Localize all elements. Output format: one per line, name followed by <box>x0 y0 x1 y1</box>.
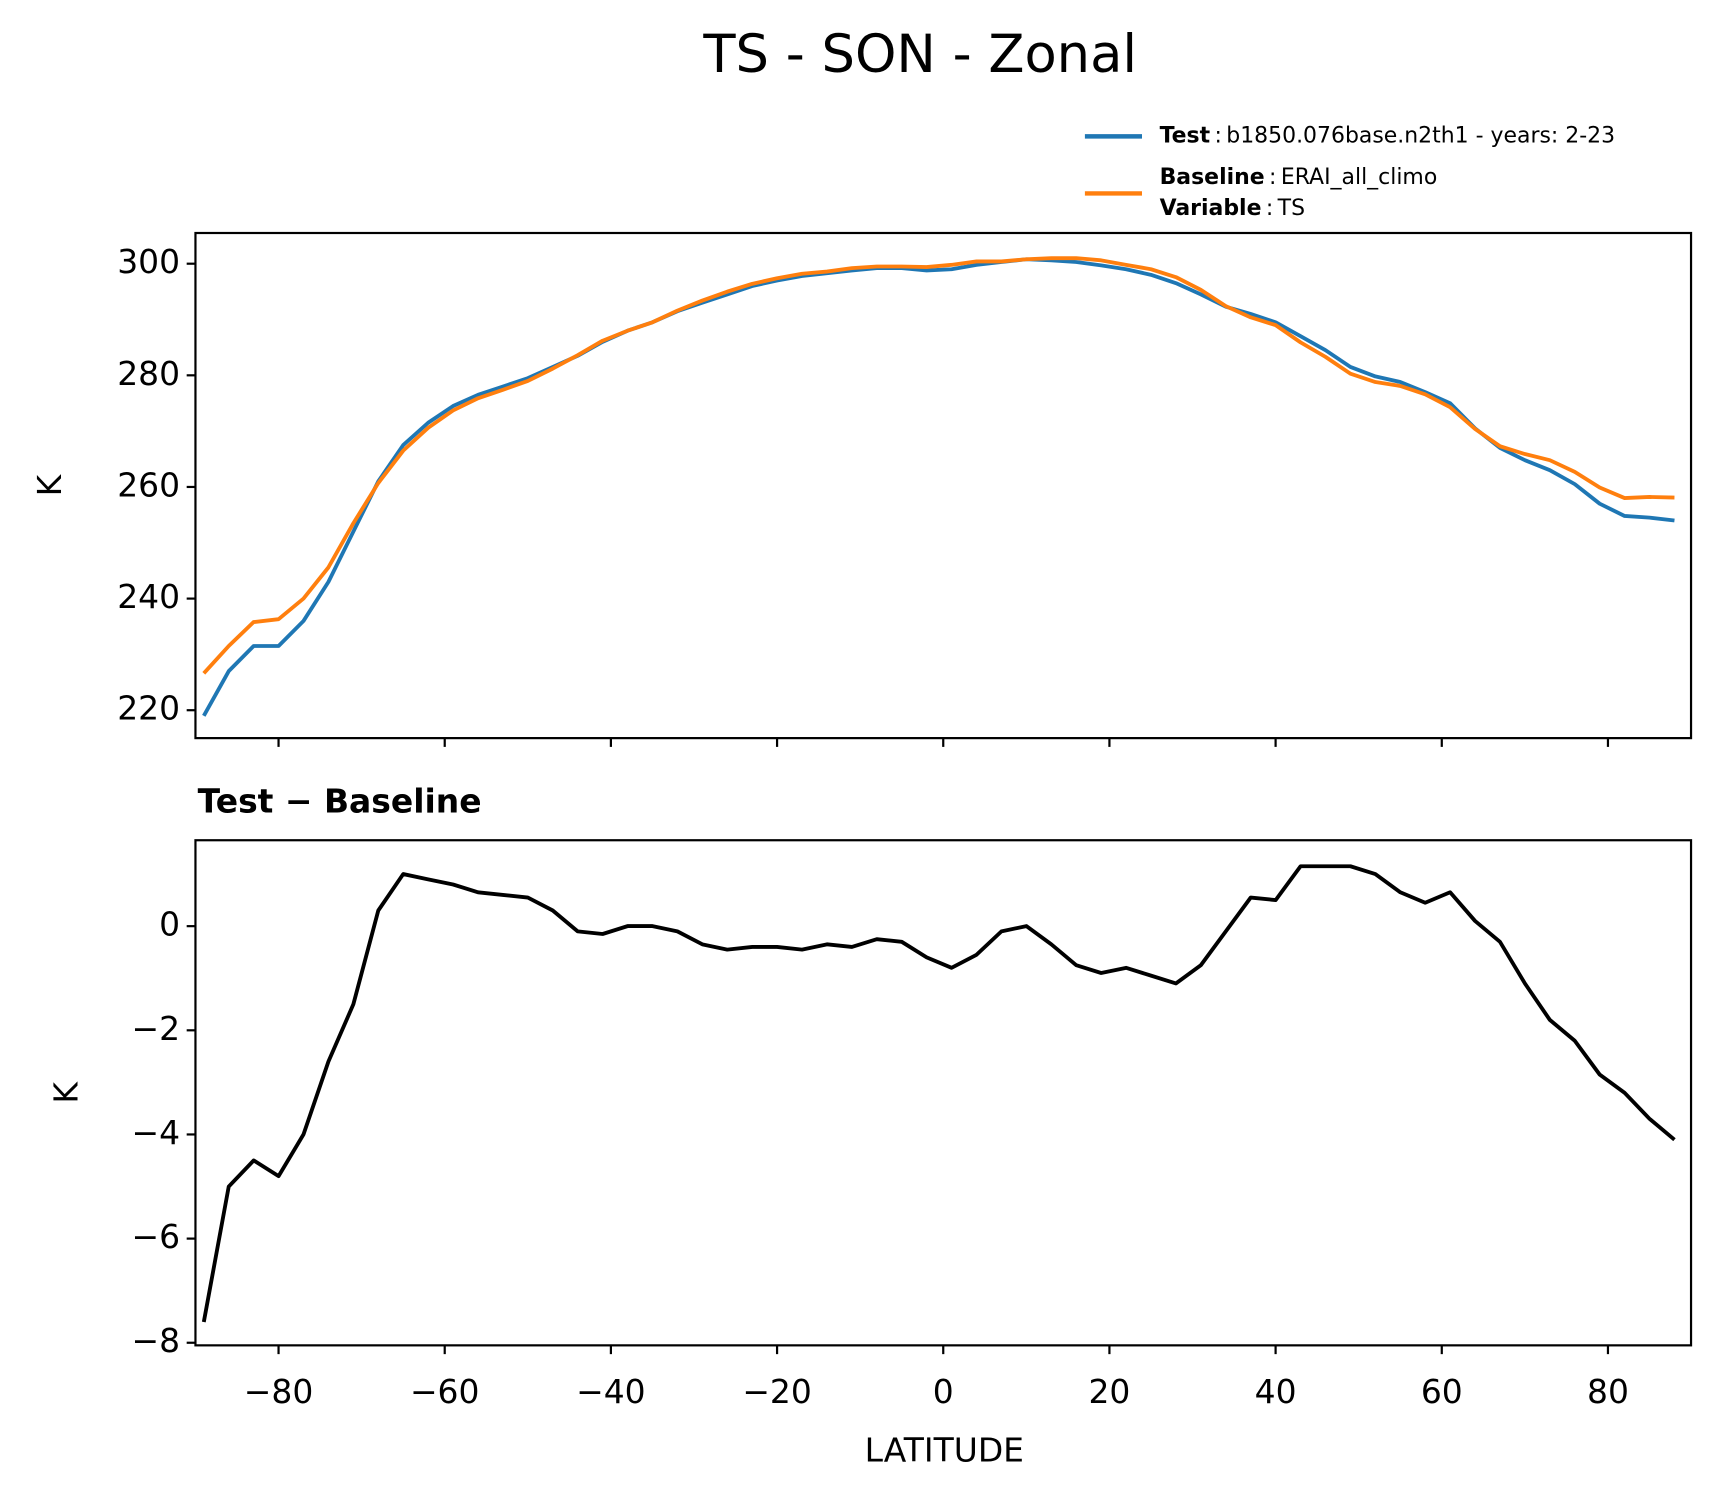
data-line <box>202 257 1675 717</box>
legend-name: Variable <box>1160 196 1262 221</box>
legend-separator: : <box>1266 196 1273 221</box>
y-tick-label: 260 <box>117 465 180 504</box>
legend-label: Baseline: ERAI_all_climo <box>1160 165 1438 190</box>
y-tick-label: 220 <box>117 689 180 728</box>
legend-label: Test: b1850.076base.n2th1 - years: 2-23 <box>1160 123 1616 148</box>
plot-frame <box>194 839 1693 1347</box>
y-tick-label: 0 <box>159 905 180 944</box>
legend-separator: : <box>1269 165 1276 190</box>
x-tick-label: 80 <box>1587 1372 1629 1411</box>
legend-name: Baseline <box>1160 165 1265 190</box>
legend-description: TS <box>1277 196 1305 221</box>
x-tick-label: −40 <box>576 1372 646 1411</box>
subplot-title: Test − Baseline <box>198 781 482 820</box>
data-line <box>201 864 1676 1323</box>
x-tick-label: 40 <box>1255 1372 1297 1411</box>
legend-label: Variable: TS <box>1160 196 1305 221</box>
plot-frame <box>194 231 1693 740</box>
data-line <box>202 256 1675 675</box>
x-axis-label: LATITUDE <box>865 1430 1024 1469</box>
y-tick-label: −6 <box>132 1217 181 1256</box>
x-tick-label: 20 <box>1088 1372 1130 1411</box>
y-tick-label: 240 <box>117 577 180 616</box>
x-tick-label: 60 <box>1421 1372 1463 1411</box>
x-tick-label: −80 <box>244 1372 314 1411</box>
x-tick-label: −20 <box>742 1372 812 1411</box>
y-tick-label: −8 <box>132 1321 181 1360</box>
y-tick-label: 280 <box>117 354 180 393</box>
y-axis-label: K <box>30 473 69 496</box>
y-tick-label: 300 <box>117 242 180 281</box>
legend-description: b1850.076base.n2th1 - years: 2-23 <box>1226 123 1615 148</box>
chart-title: TS - SON - Zonal <box>702 24 1137 85</box>
y-tick-label: −2 <box>132 1009 181 1048</box>
legend-description: ERAI_all_climo <box>1281 165 1437 190</box>
y-tick-label: −4 <box>132 1113 181 1152</box>
x-tick-label: −60 <box>410 1372 480 1411</box>
legend-name: Test <box>1160 123 1211 148</box>
x-tick-label: 0 <box>933 1372 954 1411</box>
legend-separator: : <box>1214 123 1221 148</box>
y-axis-label: K <box>47 1081 86 1104</box>
